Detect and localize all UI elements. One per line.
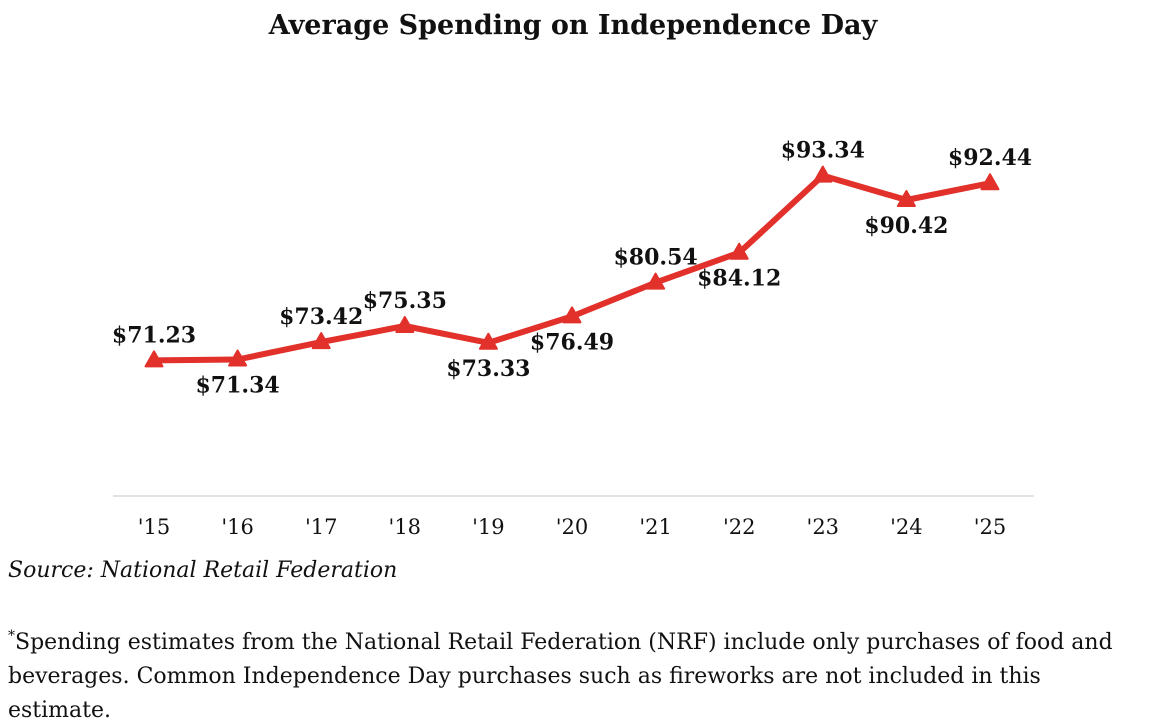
footnote-marker: * [8, 628, 15, 644]
chart-title: Average Spending on Independence Day [268, 10, 879, 41]
x-tick-label: '17 [305, 515, 338, 539]
x-tick-label: '23 [807, 515, 840, 539]
footnote: *Spending estimates from the National Re… [8, 626, 1148, 728]
plot-area: $71.23 $71.34 $73.42$75.35 $73.33$76.49 $80.… [112, 138, 1032, 539]
x-tick-label: '15 [138, 515, 171, 539]
data-point-marker [311, 332, 331, 350]
x-tick-label: '22 [723, 515, 756, 539]
x-tick-label: '16 [221, 515, 254, 539]
x-tick-label: '20 [556, 515, 589, 539]
data-point-marker [478, 332, 498, 350]
data-label: $80.54 [613, 245, 697, 271]
data-point-marker [896, 190, 916, 207]
data-label: $76.49 [530, 329, 614, 355]
source-note: Source: National Retail Federation [8, 558, 398, 583]
data-label: $75.35 [363, 288, 447, 314]
data-label: $71.34 [195, 373, 279, 399]
data-point-marker [980, 173, 1000, 191]
x-tick-label: '25 [974, 515, 1007, 539]
data-label: $93.34 [781, 138, 865, 164]
x-tick-label: '24 [890, 515, 923, 539]
data-label: $84.12 [697, 266, 781, 292]
data-label: $73.42 [279, 304, 363, 330]
data-point-marker [228, 349, 248, 367]
data-label: $90.42 [864, 213, 948, 239]
footnote-text: Spending estimates from the National Ret… [8, 630, 1113, 723]
data-point-marker [144, 350, 164, 368]
data-label: $73.33 [446, 356, 530, 382]
x-tick-label: '18 [389, 515, 422, 539]
data-point-marker [729, 242, 749, 260]
x-tick-label: '19 [472, 515, 505, 539]
data-point-marker [562, 306, 582, 324]
line-chart: Average Spending on Independence Day $71… [112, 10, 1034, 539]
data-point-marker [813, 165, 833, 183]
x-tick-label: '21 [639, 515, 672, 539]
data-point-marker [395, 316, 415, 333]
data-point-marker [646, 272, 666, 290]
data-label: $92.44 [948, 145, 1032, 171]
data-label: $71.23 [112, 322, 196, 348]
